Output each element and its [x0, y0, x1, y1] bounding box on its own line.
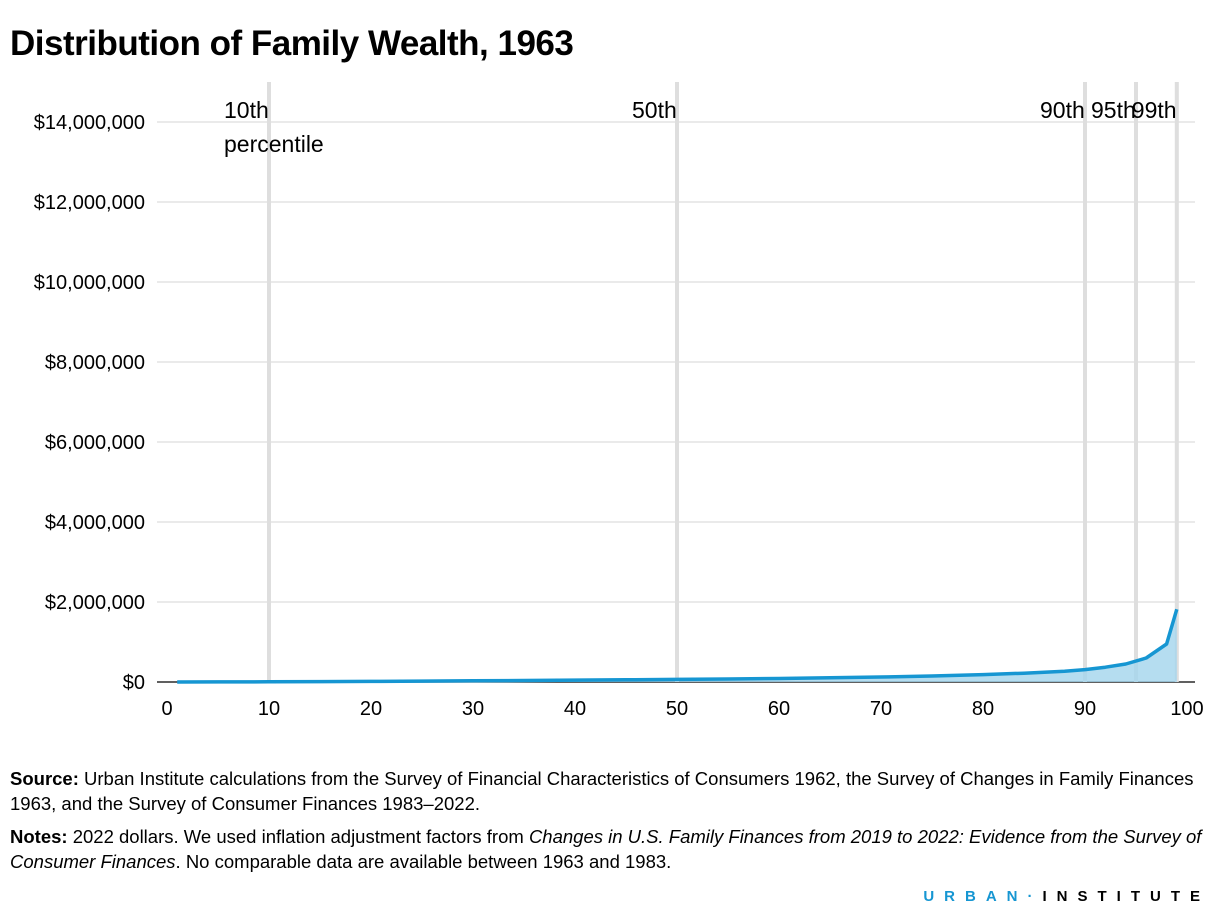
annotation: 10th percentile [224, 97, 324, 157]
area [177, 609, 1177, 682]
source: Source: Urban Institute calculations fro… [10, 766, 1210, 816]
y-tick-label: $8,000,000 [45, 352, 145, 374]
footer: Source: Urban Institute calculations fro… [10, 766, 1210, 882]
annotation: 90th [1040, 97, 1085, 123]
logo-urban: URBAN [923, 888, 1028, 905]
y-tick-label: $0 [123, 672, 145, 694]
source-label: Source: [10, 768, 79, 789]
x-tick-label: 40 [564, 698, 586, 720]
annotation: 99th [1131, 97, 1177, 123]
notes-text: . No comparable data are available betwe… [175, 851, 672, 872]
y-tick-label: $14,000,000 [34, 112, 145, 134]
annotation: 50th [632, 97, 677, 123]
notes-label: Notes: [10, 826, 68, 847]
x-tick-label: 60 [768, 698, 790, 720]
x-tick-label: 10 [258, 698, 280, 720]
x-tick-label: 0 [161, 698, 172, 720]
logo-institute: INSTITUTE [1042, 888, 1210, 905]
x-tick-label: 80 [972, 698, 994, 720]
annotation: 95th [1091, 97, 1136, 123]
source-text: Urban Institute calculations from the Su… [10, 768, 1194, 814]
y-tick-label: $2,000,000 [45, 592, 145, 614]
logo: URBAN·INSTITUTE [923, 888, 1210, 905]
x-tick-label: 100 [1170, 698, 1203, 720]
y-tick-label: $12,000,000 [34, 192, 145, 214]
x-tick-label: 20 [360, 698, 382, 720]
notes-text: 2022 dollars. We used inflation adjustme… [72, 826, 529, 847]
y-tick-label: $10,000,000 [34, 272, 145, 294]
x-tick-label: 50 [666, 698, 688, 720]
line [177, 608, 1179, 684]
x-tick-label: 70 [870, 698, 892, 720]
chart: $0 $2,000,000 $4,000,000 $6,000,000 $8,000,0… [34, 82, 1204, 720]
y-tick-label: $4,000,000 [45, 512, 145, 534]
x-tick-label: 30 [462, 698, 484, 720]
notes: Notes: 2022 dollars. We used inflation a… [10, 824, 1210, 874]
chart-title: Distribution of Family Wealth, 1963 [10, 24, 574, 63]
notes-title: Changes in U.S. Family Finances from 201… [10, 826, 1202, 872]
x-tick-label: 90 [1074, 698, 1096, 720]
y-tick-label: $6,000,000 [45, 432, 145, 454]
